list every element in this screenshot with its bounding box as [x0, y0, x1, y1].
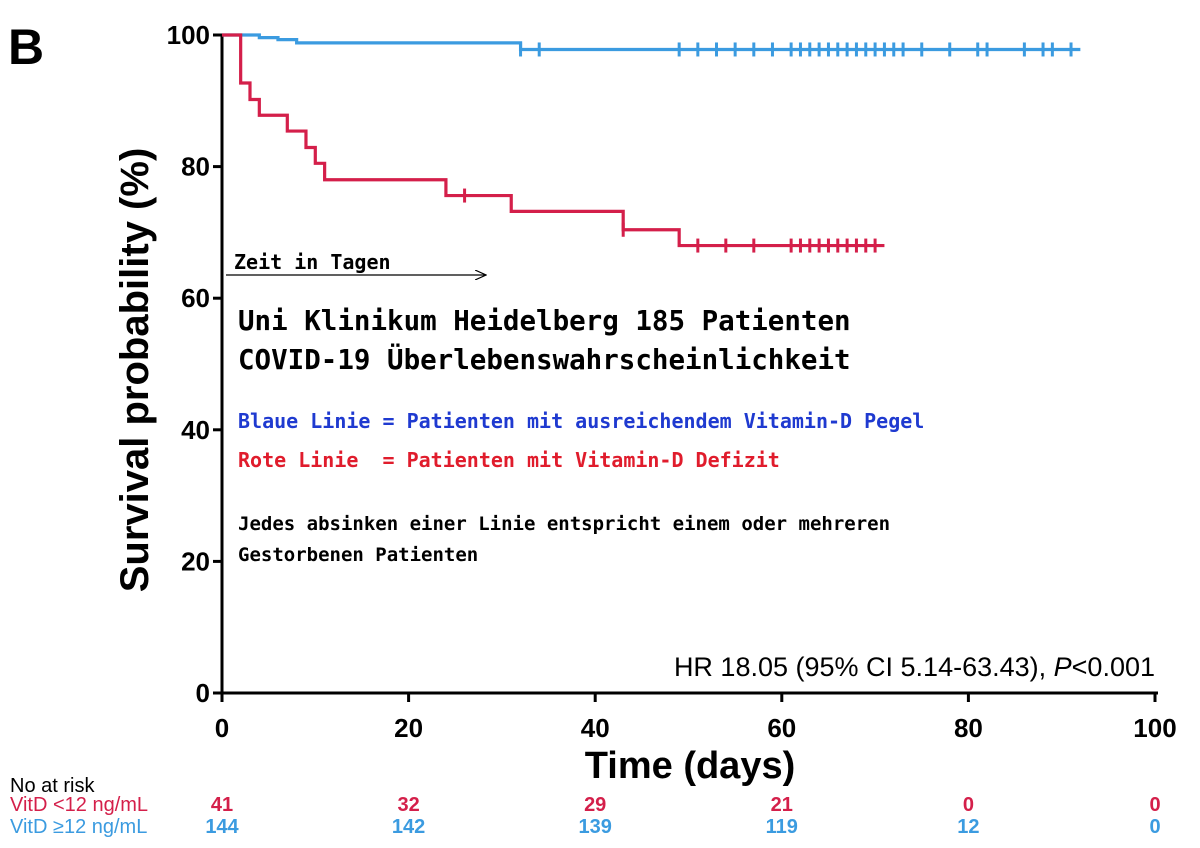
- risk-value: 0: [1149, 816, 1160, 838]
- risk-value: 32: [397, 794, 419, 816]
- x-ticks: 0 20 40 60 80 100: [215, 693, 1177, 743]
- y-tick-label: 80: [181, 152, 210, 182]
- note-line-2: Gestorbenen Patienten: [238, 544, 478, 566]
- risk-value: 139: [579, 816, 612, 838]
- risk-value: 21: [771, 794, 793, 816]
- risk-value: 0: [1149, 794, 1160, 816]
- risk-value: 41: [211, 794, 233, 816]
- risk-row-label: VitD <12 ng/mL: [10, 794, 148, 816]
- risk-value: 0: [963, 794, 974, 816]
- x-tick-label: 40: [581, 713, 610, 743]
- x-tick-label: 100: [1133, 713, 1176, 743]
- y-tick-label: 0: [196, 678, 210, 708]
- red-line-note: Rote Linie = Patienten mit Vitamin-D Def…: [238, 448, 780, 472]
- x-tick-label: 60: [767, 713, 796, 743]
- risk-value: 119: [766, 816, 798, 838]
- risk-table: No at risk VitD <12 ng/mL 41 32 29 21 0 0VitD …: [10, 775, 1161, 838]
- series-red-line: [222, 33, 885, 248]
- x-tick-label: 80: [954, 713, 983, 743]
- risk-value: 12: [957, 816, 979, 838]
- note-line-1: Jedes absinken einer Linie entspricht ei…: [238, 513, 890, 535]
- x-tick-label: 20: [394, 713, 423, 743]
- series-blue-line: [222, 33, 1081, 52]
- y-tick-label: 20: [181, 546, 210, 576]
- hr-p: P: [1054, 652, 1072, 682]
- y-tick-label: 60: [181, 283, 210, 313]
- y-tick-label: 40: [181, 415, 210, 445]
- blue-line-note: Blaue Linie = Patienten mit ausreichende…: [238, 409, 924, 433]
- survival-curves: [222, 33, 1081, 253]
- panel-label: B: [8, 19, 44, 75]
- risk-header: No at risk: [10, 775, 95, 797]
- y-tick-label: 100: [167, 20, 210, 50]
- title-line-1: Uni Klinikum Heidelberg 185 Patienten: [238, 305, 851, 337]
- y-ticks: 0 20 40 60 80 100: [167, 20, 222, 708]
- hr-suffix: <0.001: [1072, 652, 1155, 682]
- x-tick-label: 0: [215, 713, 229, 743]
- hazard-ratio: HR 18.05 (95% CI 5.14-63.43), P<0.001: [674, 652, 1155, 682]
- x-axis-label: Time (days): [585, 745, 795, 787]
- risk-value: 144: [205, 816, 239, 838]
- y-axis-label: Survival probability (%): [113, 148, 157, 593]
- risk-value: 142: [392, 816, 425, 838]
- axes: 0 20 40 60 80 100 0 20 40 60 80 100: [167, 20, 1177, 743]
- risk-row-label: VitD ≥12 ng/mL: [10, 816, 147, 838]
- arrow-text: Zeit in Tagen: [234, 250, 391, 274]
- title-line-2: COVID-19 Überlebenswahrscheinlichkeit: [238, 342, 851, 376]
- hr-prefix: HR 18.05 (95% CI 5.14-63.43),: [674, 652, 1054, 682]
- risk-value: 29: [584, 794, 606, 816]
